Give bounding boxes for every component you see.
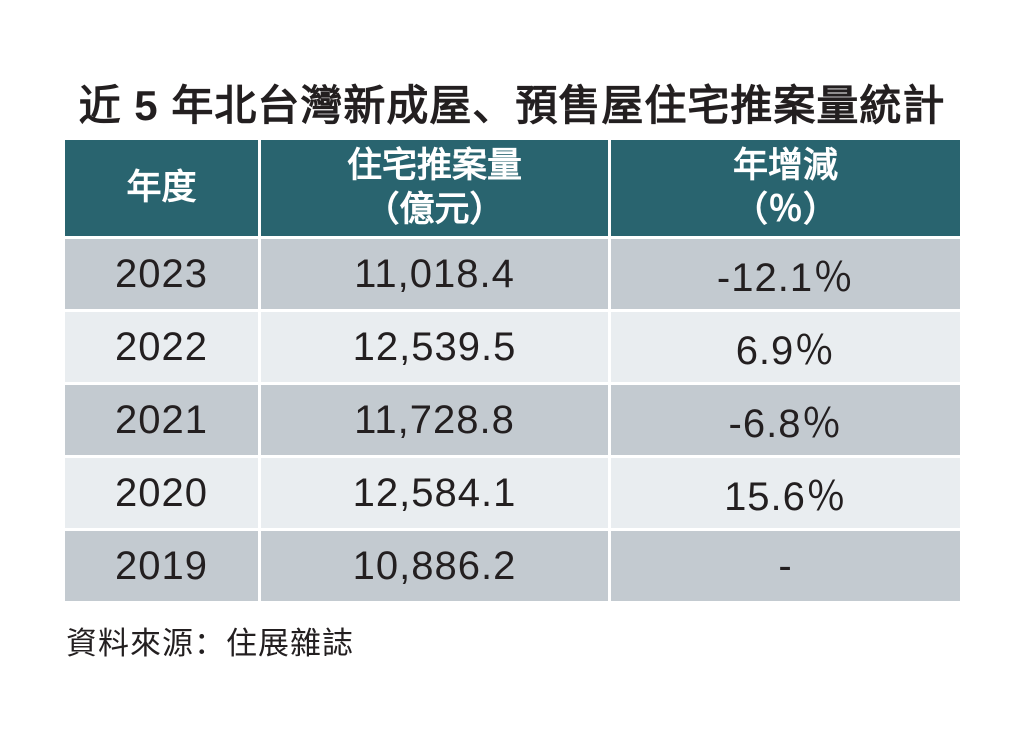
- column-header-volume-unit: （億元）: [364, 190, 505, 229]
- table-cell-volume: 10,886.2: [261, 531, 608, 601]
- column-header-volume: 住宅推案量 （億元）: [261, 140, 608, 236]
- data-table: 年度 住宅推案量 （億元） 年增減 （％） 2023 11,018.4 -12.…: [65, 140, 960, 601]
- table-cell-year: 2022: [65, 312, 258, 382]
- column-header-change-label: 年增減: [732, 146, 838, 186]
- table-cell-change: -: [611, 531, 960, 601]
- table-cell-change: -6.8％: [611, 385, 960, 455]
- table-cell-year: 2023: [65, 239, 258, 309]
- table-cell-year: 2020: [65, 458, 258, 528]
- page-title: 近 5 年北台灣新成屋、預售屋住宅推案量統計: [78, 82, 946, 129]
- table-cell-volume: 11,018.4: [261, 239, 608, 309]
- source-note: 資料來源：住展雜誌: [66, 626, 354, 661]
- column-header-year: 年度: [65, 140, 258, 236]
- table-cell-year: 2021: [65, 385, 258, 455]
- table-cell-volume: 12,539.5: [261, 312, 608, 382]
- column-header-volume-label: 住宅推案量: [346, 146, 522, 186]
- table-cell-volume: 12,584.1: [261, 458, 608, 528]
- table-cell-change: 6.9％: [611, 312, 960, 382]
- table-cell-year: 2019: [65, 531, 258, 601]
- table-cell-change: -12.1％: [611, 239, 960, 309]
- table-cell-volume: 11,728.8: [261, 385, 608, 455]
- table-cell-change: 15.6％: [611, 458, 960, 528]
- column-header-change: 年增減 （％）: [611, 140, 960, 236]
- column-header-year-label: 年度: [126, 168, 197, 208]
- column-header-change-unit: （％）: [732, 190, 838, 229]
